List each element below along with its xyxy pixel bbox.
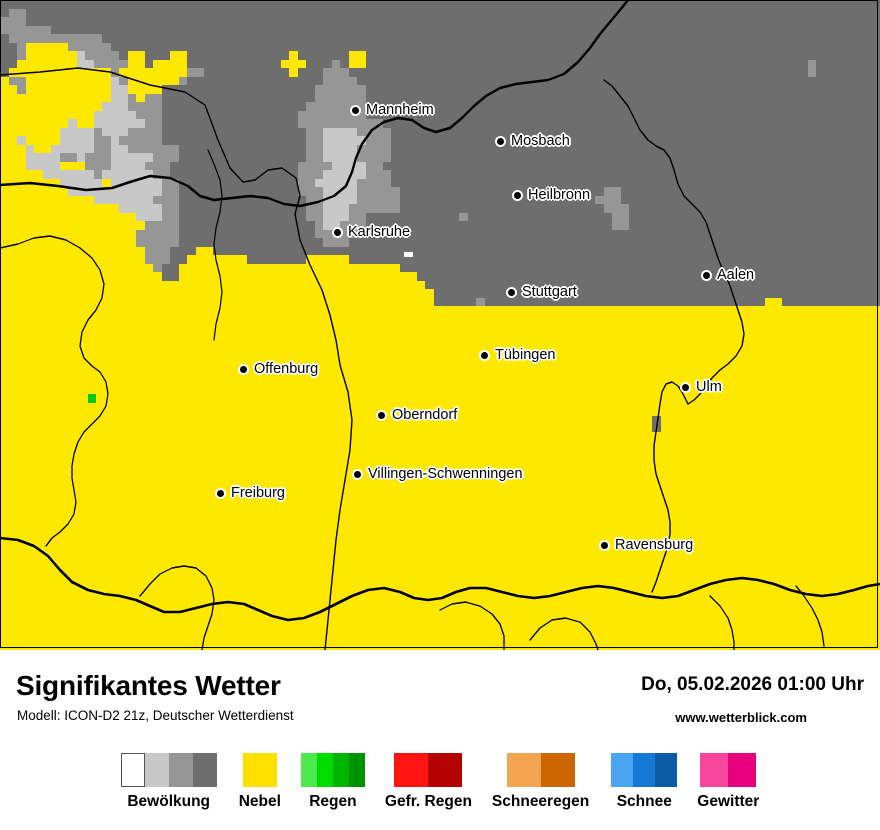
city-label: Stuttgart bbox=[522, 284, 577, 300]
legend-swatch-segment bbox=[242, 753, 277, 787]
website-url: www.wetterblick.com bbox=[675, 710, 807, 725]
weather-map[interactable]: Mannheim Mosbach Heilbronn Karlsruhe Aalen St… bbox=[0, 0, 880, 650]
legend-item: Schnee bbox=[611, 753, 678, 811]
legend-label: Schnee bbox=[616, 793, 672, 810]
legend-swatch-segment bbox=[700, 753, 729, 787]
city-marker[interactable]: Mannheim bbox=[352, 102, 434, 118]
city-marker[interactable]: Heilbronn bbox=[514, 187, 590, 203]
legend-swatch-segment bbox=[506, 753, 541, 787]
city-label: Mannheim bbox=[366, 102, 434, 118]
legend-swatch-segment bbox=[394, 753, 429, 787]
legend-swatch bbox=[611, 753, 678, 787]
legend-item: Bewölkung bbox=[120, 753, 217, 811]
legend-swatch bbox=[700, 753, 757, 787]
forecast-datetime: Do, 05.02.2026 01:00 Uhr bbox=[641, 674, 864, 695]
legend-swatch-segment bbox=[168, 753, 193, 787]
legend-swatch bbox=[300, 753, 365, 787]
city-dot-icon bbox=[240, 365, 247, 373]
legend-swatch-segment bbox=[540, 753, 575, 787]
legend-swatch bbox=[120, 753, 217, 787]
legend-swatch-segment bbox=[655, 753, 678, 787]
legend-swatch-segment bbox=[633, 753, 656, 787]
legend-label: Regen bbox=[309, 793, 357, 810]
city-label: Ulm bbox=[696, 379, 722, 395]
legend-swatch bbox=[242, 753, 277, 787]
legend-item: Nebel bbox=[239, 753, 281, 811]
legend-swatch-segment bbox=[728, 753, 757, 787]
city-dot-icon bbox=[514, 191, 521, 199]
page-title: Signifikantes Wetter bbox=[16, 670, 281, 701]
city-marker[interactable]: Freiburg bbox=[217, 485, 285, 501]
city-dot-icon bbox=[703, 271, 710, 279]
city-label: Heilbronn bbox=[528, 187, 591, 203]
legend-swatch-segment bbox=[144, 753, 169, 787]
legend-swatch-segment bbox=[120, 753, 145, 787]
city-marker[interactable]: Stuttgart bbox=[508, 284, 577, 300]
city-label: Mosbach bbox=[511, 133, 570, 149]
city-marker[interactable]: Villingen-Schwenningen bbox=[354, 466, 523, 482]
legend-swatch bbox=[506, 753, 575, 787]
city-marker[interactable]: Offenburg bbox=[240, 361, 318, 377]
city-marker[interactable]: Karlsruhe bbox=[334, 224, 410, 240]
map-footer: Signifikantes Wetter Modell: ICON-D2 21z… bbox=[0, 650, 880, 830]
city-marker[interactable]: Ulm bbox=[682, 379, 722, 395]
legend: Bewölkung Nebel Regen Gefr. Regen Schneerege… bbox=[0, 753, 880, 811]
weather-raster-layer bbox=[0, 0, 880, 650]
city-dot-icon bbox=[508, 288, 515, 296]
legend-item: Gefr. Regen bbox=[385, 753, 472, 811]
city-marker[interactable]: Oberndorf bbox=[378, 407, 457, 423]
city-label: Aalen bbox=[717, 267, 755, 283]
city-dot-icon bbox=[217, 489, 224, 497]
model-subtitle: Modell: ICON-D2 21z, Deutscher Wetterdie… bbox=[17, 708, 294, 723]
city-dot-icon bbox=[352, 106, 359, 114]
city-dot-icon bbox=[378, 411, 385, 419]
legend-swatch-segment bbox=[192, 753, 217, 787]
city-label: Villingen-Schwenningen bbox=[368, 466, 523, 482]
legend-item: Regen bbox=[300, 753, 365, 811]
legend-label: Bewölkung bbox=[127, 793, 211, 810]
city-label: Offenburg bbox=[254, 361, 319, 377]
legend-label: Gewitter bbox=[697, 793, 760, 810]
city-label: Oberndorf bbox=[392, 407, 458, 423]
legend-label: Nebel bbox=[238, 793, 281, 810]
legend-item: Gewitter bbox=[697, 753, 759, 811]
legend-label: Gefr. Regen bbox=[384, 793, 472, 810]
legend-swatch-segment bbox=[332, 753, 349, 787]
city-marker[interactable]: Aalen bbox=[703, 267, 754, 283]
legend-label: Schneeregen bbox=[491, 793, 590, 810]
legend-swatch-segment bbox=[611, 753, 634, 787]
city-dot-icon bbox=[682, 383, 689, 391]
legend-swatch-segment bbox=[300, 753, 317, 787]
legend-swatch-segment bbox=[316, 753, 333, 787]
city-dot-icon bbox=[481, 351, 488, 359]
city-label: Ravensburg bbox=[615, 537, 694, 553]
city-dot-icon bbox=[354, 470, 361, 478]
city-dot-icon bbox=[334, 228, 341, 236]
city-marker[interactable]: Tübingen bbox=[481, 347, 555, 363]
city-label: Freiburg bbox=[231, 485, 285, 501]
legend-item: Schneeregen bbox=[492, 753, 589, 811]
city-label: Tübingen bbox=[495, 347, 556, 363]
city-marker[interactable]: Mosbach bbox=[497, 133, 570, 149]
legend-swatch-segment bbox=[348, 753, 365, 787]
city-label: Karlsruhe bbox=[348, 224, 411, 240]
legend-swatch bbox=[394, 753, 463, 787]
city-dot-icon bbox=[601, 541, 608, 549]
city-dot-icon bbox=[497, 137, 504, 145]
city-marker[interactable]: Ravensburg bbox=[601, 537, 693, 553]
legend-swatch-segment bbox=[428, 753, 463, 787]
